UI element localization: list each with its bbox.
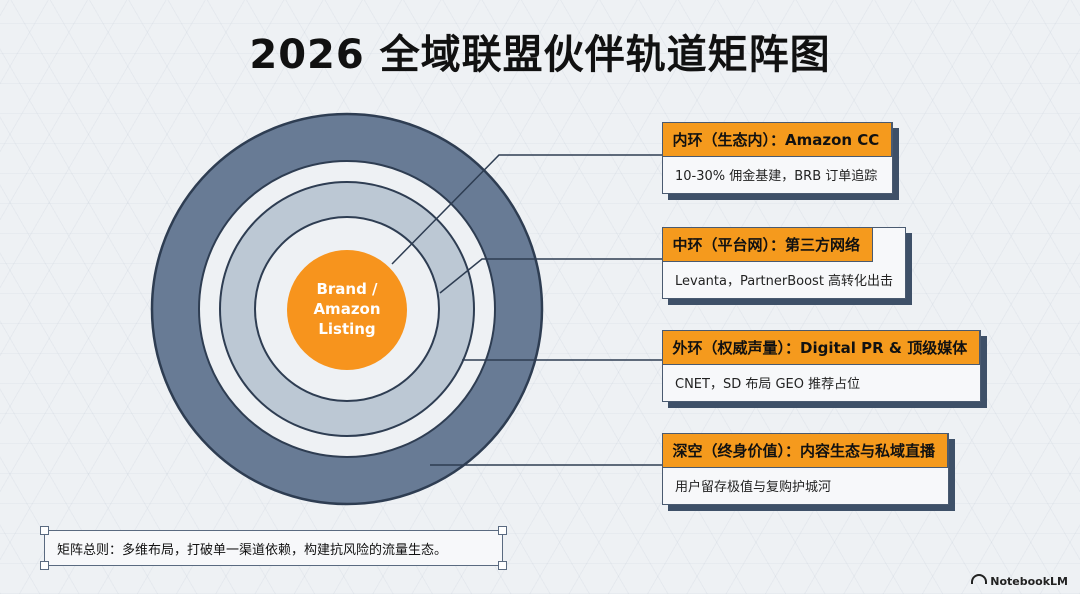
notebooklm-watermark: NotebookLM — [971, 574, 1068, 588]
resize-handle-bottom-right — [498, 561, 507, 570]
core-label-line-1: Brand / — [316, 280, 378, 298]
card-body: 内环（生态内）：Amazon CC 10-30% 佣金基建，BRB 订单追踪 — [661, 121, 894, 194]
card-heading: 内环（生态内）：Amazon CC — [661, 121, 893, 157]
card-body: 深空（终身价值）：内容生态与私域直播 用户留存极值与复购护城河 — [661, 432, 950, 505]
summary-box: 矩阵总则：多维布局，打破单一渠道依赖，构建抗风险的流量生态。 — [40, 526, 507, 570]
resize-handle-top-right — [498, 526, 507, 535]
core-label-line-3: Listing — [318, 320, 375, 338]
card-body: 外环（权威声量）：Digital PR & 顶级媒体 CNET，SD 布局 GE… — [661, 329, 982, 402]
connector-middle — [439, 258, 662, 294]
summary-text: 矩阵总则：多维布局，打破单一渠道依赖，构建抗风险的流量生态。 — [57, 543, 448, 558]
resize-handle-bottom-left — [40, 561, 49, 570]
card-heading: 深空（终身价值）：内容生态与私域直播 — [661, 432, 949, 468]
notebooklm-logo-icon — [971, 574, 988, 584]
resize-handle-top-left — [40, 526, 49, 535]
core-label-line-2: Amazon — [313, 300, 380, 318]
card-body: 中环（平台网）：第三方网络 Levanta，PartnerBoost 高转化出击 — [661, 226, 907, 299]
card-description: Levanta，PartnerBoost 高转化出击 — [675, 273, 894, 289]
card-outer-ring: 外环（权威声量）：Digital PR & 顶级媒体 CNET，SD 布局 GE… — [661, 329, 988, 408]
card-description: 用户留存极值与复购护城河 — [675, 479, 832, 495]
brand-label: NotebookLM — [990, 575, 1068, 588]
card-heading: 中环（平台网）：第三方网络 — [661, 226, 874, 262]
core-circle — [287, 250, 407, 370]
page-title: 2026 全域联盟伙伴轨道矩阵图 — [249, 32, 831, 78]
card-inner-ring: 内环（生态内）：Amazon CC 10-30% 佣金基建，BRB 订单追踪 — [661, 121, 900, 200]
card-description: 10-30% 佣金基建，BRB 订单追踪 — [675, 168, 878, 184]
card-description: CNET，SD 布局 GEO 推荐占位 — [675, 376, 861, 392]
card-deep-space: 深空（终身价值）：内容生态与私域直播 用户留存极值与复购护城河 — [661, 432, 956, 511]
card-middle-ring: 中环（平台网）：第三方网络 Levanta，PartnerBoost 高转化出击 — [661, 226, 913, 305]
card-heading: 外环（权威声量）：Digital PR & 顶级媒体 — [661, 329, 981, 365]
connector-inner — [391, 154, 662, 265]
